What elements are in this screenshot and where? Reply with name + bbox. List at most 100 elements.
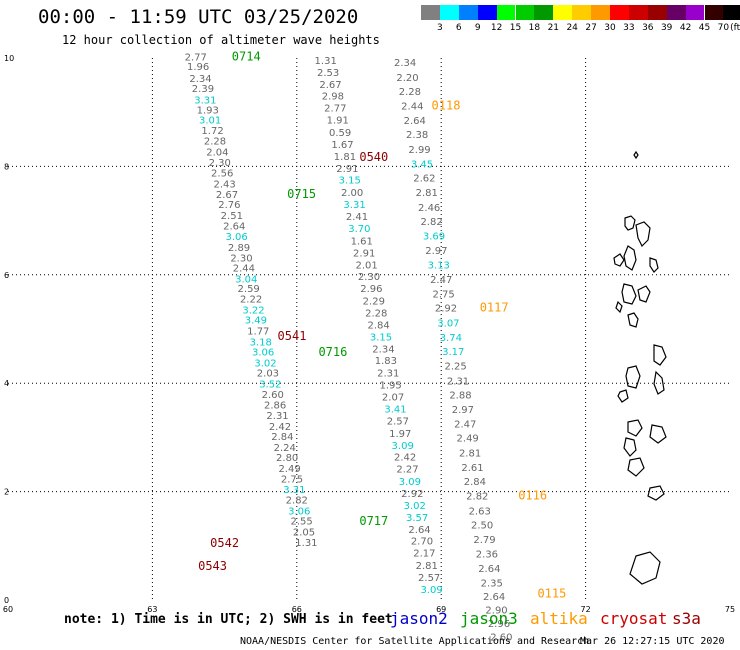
legend-label: 3	[437, 23, 443, 33]
legend-swatch	[515, 5, 535, 20]
lat-tick-label: 6	[4, 271, 9, 280]
wave-height-value: 2.22	[240, 294, 262, 305]
pass-time-label: 0717	[359, 514, 388, 528]
pass-time-label: 0715	[287, 187, 316, 201]
wave-height-value: 2.96	[360, 284, 382, 295]
wave-height-value: 2.51	[221, 211, 243, 222]
lon-tick-label: 63	[147, 605, 157, 614]
wave-height-value: 2.43	[213, 180, 235, 191]
wave-height-value: 2.44	[401, 101, 423, 112]
wave-height-value: 2.80	[276, 453, 298, 464]
wave-height-value: 2.44	[233, 264, 255, 275]
wave-height-value: 2.24	[274, 443, 296, 454]
wave-height-value: 2.62	[413, 174, 435, 185]
wave-height-value: 3.09	[392, 441, 414, 452]
wave-height-value: 2.84	[464, 477, 486, 488]
legend-swatch	[553, 5, 573, 20]
wave-height-value: 1.31	[295, 538, 317, 549]
lon-tick-label: 69	[436, 605, 446, 614]
wave-height-value: 3.15	[370, 332, 392, 343]
wave-height-value: 2.79	[473, 535, 495, 546]
wave-height-value: 2.97	[452, 405, 474, 416]
maldives-coastline	[613, 150, 667, 585]
legend-swatch	[496, 5, 516, 20]
wave-height-value: 2.99	[408, 145, 430, 156]
legend-label: 18	[528, 23, 541, 33]
wave-height-value: 2.28	[399, 87, 421, 98]
legend-unit: (ft)	[730, 23, 740, 33]
wave-height-value: 2.86	[264, 401, 286, 412]
wave-height-value: 2.82	[466, 492, 488, 503]
wave-height-value: 3.22	[242, 305, 264, 316]
wave-height-value: 3.31	[343, 200, 365, 211]
wave-height-value: 3.41	[384, 404, 406, 415]
wave-height-value: 3.57	[406, 513, 428, 524]
pass-time-label: 0117	[480, 301, 509, 315]
wave-height-value: 1.83	[375, 356, 397, 367]
wave-height-value: 1.61	[351, 236, 373, 247]
wave-height-value: 2.30	[358, 272, 380, 283]
legend-label: 6	[455, 23, 462, 33]
pass-time-label: 0714	[232, 50, 261, 64]
wave-height-value: 3.06	[252, 348, 274, 359]
wave-height-value: 2.60	[490, 633, 512, 644]
wave-height-value: 2.20	[396, 73, 418, 84]
wave-height-value: 2.61	[461, 463, 483, 474]
wave-height-value: 2.75	[281, 474, 303, 485]
wave-height-value: 3.69	[423, 232, 445, 243]
wave-height-value: 2.60	[262, 390, 284, 401]
legend-label: 42	[679, 23, 692, 33]
wave-height-value: 2.47	[454, 420, 476, 431]
wave-height-value: 2.41	[346, 212, 368, 223]
wave-height-value: 2.53	[317, 68, 339, 79]
lat-tick-label: 10	[4, 54, 14, 63]
legend-swatch	[439, 5, 459, 20]
legend-label: 45	[698, 23, 711, 33]
legend-swatch	[534, 5, 554, 20]
wave-height-value: 2.77	[185, 53, 207, 64]
wave-height-value: 2.81	[416, 188, 438, 199]
wave-height-value: 2.81	[459, 448, 481, 459]
lon-tick-label: 66	[292, 605, 302, 614]
wave-height-value: 2.97	[425, 246, 447, 257]
legend-label: 36	[642, 23, 654, 33]
legend-swatch	[666, 5, 686, 20]
timestamp-text: Mar 26 12:27:15 UTC 2020	[580, 636, 725, 647]
satellite-label: jason3	[460, 609, 518, 628]
wave-height-value: 1.93	[197, 105, 219, 116]
footnote: note: 1) Time is in UTC; 2) SWH is in fe…	[64, 612, 393, 627]
wave-height-value: 3.09	[420, 585, 442, 596]
wave-height-value: 2.27	[396, 465, 418, 476]
wave-height-value: 2.64	[408, 525, 430, 536]
legend-swatch	[421, 5, 440, 20]
legend-label: 33	[623, 23, 635, 33]
wave-height-value: 3.07	[437, 318, 459, 329]
wave-height-value: 2.47	[430, 275, 452, 286]
legend-label: 12	[490, 23, 503, 33]
wave-height-value: 2.28	[204, 137, 226, 148]
lat-tick-label: 4	[4, 379, 9, 388]
wave-height-value: 3.02	[404, 501, 426, 512]
lon-tick-label: 72	[581, 605, 591, 614]
wave-height-value: 1.72	[201, 126, 223, 137]
wave-height-value: 1.96	[187, 62, 209, 73]
legend-swatch	[572, 5, 592, 20]
legend-swatch	[458, 5, 478, 20]
wave-height-value: 2.59	[238, 284, 260, 295]
legend-label: 15	[509, 23, 522, 33]
wave-height-value: 2.81	[416, 561, 438, 572]
wave-height-value: 3.31	[194, 96, 216, 107]
wave-height-value: 2.42	[394, 453, 416, 464]
legend-label: 27	[585, 23, 597, 33]
pass-time-label: 0540	[359, 150, 388, 164]
credit-text: NOAA/NESDIS Center for Satellite Applica…	[240, 636, 590, 647]
wave-height-value: 3.18	[250, 337, 272, 348]
legend-swatch	[610, 5, 629, 20]
wave-height-value: 2.39	[192, 84, 214, 95]
wave-height-value: 3.02	[254, 358, 276, 369]
wave-height-value: 1.81	[334, 152, 356, 163]
wave-height-value: 3.04	[235, 274, 257, 285]
wave-height-value: 1.97	[389, 429, 411, 440]
wave-height-value: 1.31	[315, 56, 337, 67]
lon-tick-label: 60	[3, 605, 13, 614]
